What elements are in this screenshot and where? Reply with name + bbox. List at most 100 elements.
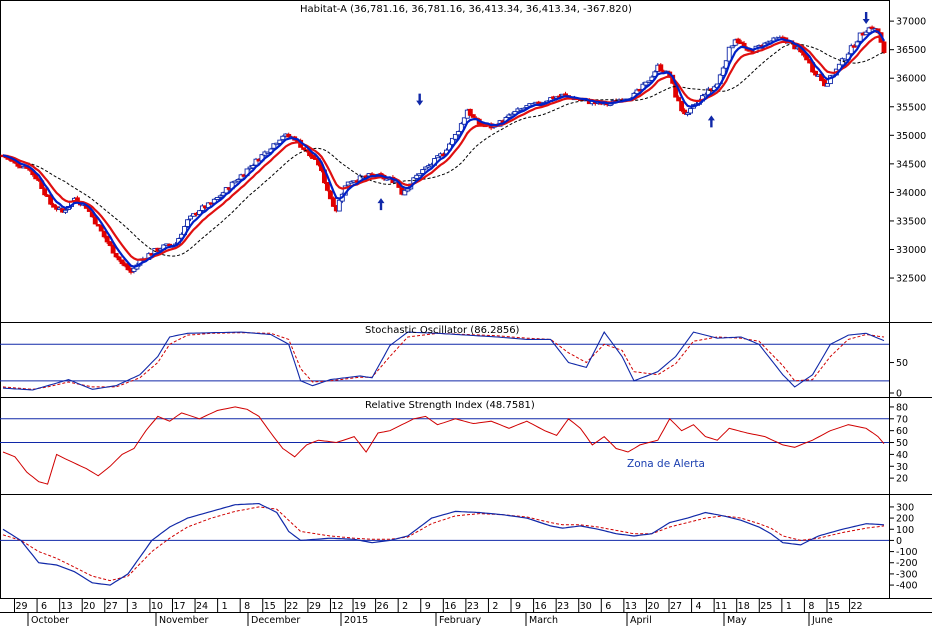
- month-label: 2015: [344, 615, 368, 626]
- price-tick-label: 36000: [896, 74, 926, 85]
- x-tick-label: 24: [196, 601, 208, 612]
- price-tick-label: 34000: [896, 188, 926, 199]
- candle-up: [280, 135, 286, 141]
- month-label: April: [630, 615, 652, 626]
- candle-up: [824, 83, 830, 87]
- x-tick-label: 15: [264, 601, 276, 612]
- medium-average-line: [2, 35, 885, 261]
- candle-up: [274, 142, 280, 146]
- x-tick-label: 30: [580, 601, 592, 612]
- candle-up: [455, 131, 461, 136]
- candle-up: [866, 27, 872, 34]
- candle-down: [15, 163, 21, 167]
- axis-tick-label: 300: [896, 502, 914, 513]
- candle-up: [863, 31, 869, 36]
- stochastic-k-line: [2, 331, 885, 391]
- axis-tick-label: 20: [896, 474, 908, 485]
- plot-border: [0, 0, 890, 599]
- candle-up: [402, 189, 408, 196]
- price-tick-label: 35500: [896, 102, 926, 113]
- x-tick-label: 20: [83, 601, 95, 612]
- slow-average-line: [2, 43, 885, 257]
- x-tick-label: 29: [309, 601, 321, 612]
- month-label: May: [727, 615, 747, 626]
- oscillator-main-line: [2, 502, 885, 586]
- axis-tick-label: -400: [896, 581, 918, 592]
- candle-down: [813, 70, 818, 76]
- x-tick-label: 6: [605, 601, 611, 612]
- candle-up: [63, 209, 68, 213]
- rsi-annotation: Zona de Alerta: [627, 458, 705, 470]
- candle-down: [658, 64, 664, 72]
- arrow-shape: [416, 93, 424, 106]
- candle-up: [417, 173, 423, 176]
- axis-tick-label: 50: [896, 358, 908, 369]
- axis-tick-label: 0: [896, 389, 902, 400]
- candle-up: [217, 195, 223, 198]
- fast-average-line: [2, 29, 885, 268]
- candle-up: [185, 219, 190, 227]
- candle-up: [726, 46, 732, 62]
- month-label: October: [31, 615, 69, 626]
- candle-up: [643, 81, 649, 86]
- candle-down: [301, 147, 307, 150]
- price-tick-label: 36500: [896, 45, 926, 56]
- x-tick-label: 16: [444, 601, 456, 612]
- x-tick-label: 2: [492, 601, 498, 612]
- oscillator-signal-line: [2, 506, 885, 582]
- candle-up: [685, 112, 691, 115]
- arrow-shape: [862, 11, 870, 24]
- candle-down: [119, 259, 125, 265]
- candle-down: [467, 108, 473, 116]
- x-tick-label: 27: [670, 601, 682, 612]
- candle-up: [452, 133, 458, 140]
- chart-frame: [0, 0, 932, 613]
- candle-up: [214, 197, 220, 200]
- x-tick-label: 20: [647, 601, 659, 612]
- axis-tick-label: 40: [896, 450, 908, 461]
- candle-down: [679, 100, 685, 112]
- rsi-line: [2, 406, 885, 485]
- x-tick-label: 16: [535, 601, 547, 612]
- candle-up: [235, 178, 241, 182]
- x-tick-label: 11: [715, 601, 727, 612]
- x-tick-label: 22: [851, 601, 863, 612]
- axis-tick-label: 50: [896, 438, 908, 449]
- candle-down: [330, 197, 336, 207]
- x-tick-label: 4: [696, 601, 702, 612]
- candle-down: [110, 244, 116, 254]
- candle-down: [676, 97, 682, 102]
- x-tick-label: 17: [173, 601, 185, 612]
- x-tick-label: 9: [425, 601, 431, 612]
- candle-up: [449, 137, 455, 146]
- axis-tick-label: 60: [896, 426, 908, 437]
- x-tick-label: 23: [557, 601, 569, 612]
- candle-up: [271, 143, 277, 149]
- x-tick-label: 22: [286, 601, 298, 612]
- panel-title: Stochastic Oscillator (86.2856): [365, 325, 520, 336]
- candle-up: [458, 123, 464, 132]
- candle-up: [423, 166, 429, 170]
- candle-down: [327, 190, 333, 200]
- x-tick-label: 29: [15, 601, 27, 612]
- candle-up: [461, 117, 467, 125]
- candle-down: [324, 182, 330, 191]
- signal-arrow-down: [416, 93, 424, 106]
- candle-down: [869, 26, 875, 30]
- candle-down: [470, 114, 476, 118]
- arrow-shape: [707, 115, 715, 128]
- panel-title: Relative Strength Index (48.7581): [365, 400, 535, 411]
- candle-down: [98, 225, 104, 232]
- candle-down: [738, 41, 744, 45]
- candle-up: [729, 45, 735, 49]
- x-tick-label: 6: [41, 601, 47, 612]
- candle-down: [735, 38, 741, 44]
- candle-up: [414, 174, 420, 179]
- x-tick-label: 26: [377, 601, 389, 612]
- candle-up: [188, 215, 193, 220]
- candle-up: [646, 80, 652, 83]
- month-label: February: [439, 615, 481, 626]
- price-tick-label: 34500: [896, 159, 926, 170]
